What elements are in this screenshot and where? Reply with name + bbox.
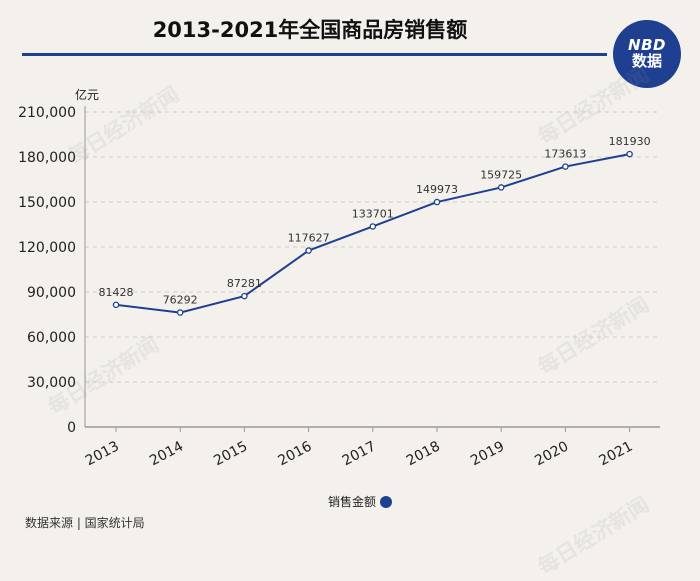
x-tick-label: 2016 bbox=[275, 438, 314, 469]
x-tick-label: 2020 bbox=[532, 438, 571, 469]
y-tick-label: 0 bbox=[67, 420, 76, 436]
nbd-logo: NBD 数据 bbox=[613, 20, 681, 88]
y-tick-label: 90,000 bbox=[27, 285, 76, 301]
series-line bbox=[115, 153, 630, 314]
data-point bbox=[112, 301, 120, 309]
line-chart: 0 30,000 60,000 90,000 120,000 150,000 180,000… bbox=[18, 105, 660, 469]
data-point bbox=[562, 163, 569, 170]
data-point bbox=[369, 223, 377, 230]
legend-swatch bbox=[380, 495, 392, 508]
data-source: 数据来源 | 国家统计局 bbox=[25, 516, 145, 530]
data-point bbox=[433, 198, 441, 206]
logo-line1: NBD bbox=[628, 36, 666, 55]
data-label: 76292 bbox=[163, 294, 198, 307]
y-tick-label: 210,000 bbox=[18, 105, 76, 121]
data-point bbox=[305, 247, 312, 254]
x-tick-label: 2014 bbox=[147, 438, 186, 469]
data-point bbox=[626, 150, 633, 158]
x-tick-label: 2013 bbox=[83, 438, 122, 469]
data-label: 87281 bbox=[227, 277, 262, 290]
series-layer: 81428 76292 87281 117627 133701 149973 159725 1… bbox=[99, 135, 651, 316]
x-tick-label: 2015 bbox=[211, 438, 250, 469]
data-label: 133701 bbox=[352, 207, 394, 220]
x-tick-label: 2019 bbox=[468, 438, 507, 469]
y-axis-unit: 亿元 bbox=[75, 88, 100, 102]
title-underline bbox=[22, 53, 607, 56]
y-tick-label: 150,000 bbox=[18, 195, 76, 211]
x-tick-label: 2017 bbox=[340, 438, 379, 469]
y-tick-label: 30,000 bbox=[27, 375, 76, 391]
data-label: 159725 bbox=[480, 168, 522, 181]
x-tick-label: 2018 bbox=[404, 438, 443, 469]
chart-title: 2013-2021年全国商品房销售额 bbox=[152, 18, 468, 42]
logo-line2: 数据 bbox=[631, 52, 662, 70]
data-label: 173613 bbox=[544, 148, 586, 161]
x-tick-label: 2021 bbox=[596, 438, 635, 469]
data-label: 117627 bbox=[288, 232, 330, 245]
data-label: 149973 bbox=[416, 183, 458, 196]
data-label: 181930 bbox=[609, 135, 651, 148]
legend: 销售金额 bbox=[0, 493, 700, 510]
data-point bbox=[241, 292, 248, 300]
y-tick-label: 180,000 bbox=[18, 150, 76, 166]
legend-label: 销售金额 bbox=[327, 495, 376, 509]
y-tick-label: 60,000 bbox=[27, 330, 76, 346]
data-point bbox=[497, 184, 505, 191]
y-tick-label: 120,000 bbox=[18, 240, 76, 256]
data-label: 81428 bbox=[99, 286, 134, 299]
data-point bbox=[176, 309, 184, 316]
